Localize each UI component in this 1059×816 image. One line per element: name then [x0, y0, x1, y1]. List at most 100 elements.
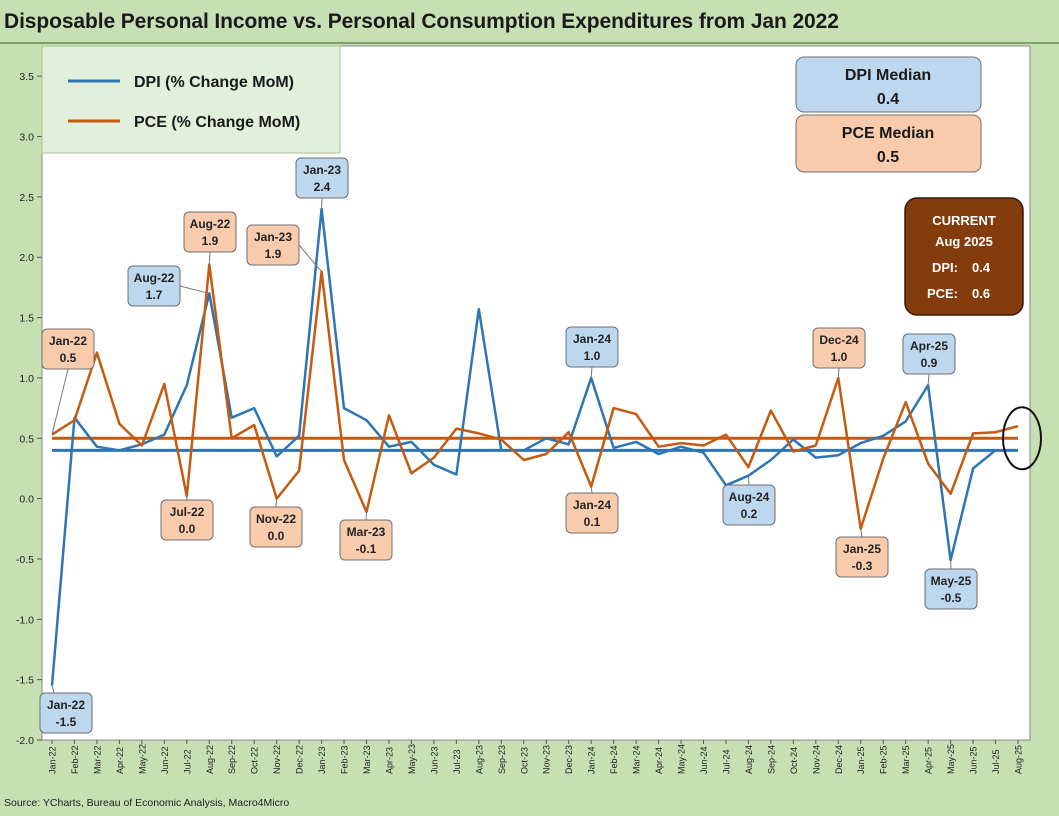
y-tick-label: -2.0 — [16, 735, 34, 747]
dpi-median-box-bg — [795, 56, 982, 113]
legend: DPI (% Change MoM) PCE (% Change MoM) — [41, 45, 341, 154]
x-tick-label: Jan-22 — [48, 746, 58, 774]
callout-value: -0.3 — [852, 559, 873, 573]
y-tick-label: 2.5 — [19, 192, 34, 204]
callout-value: 1.7 — [146, 288, 163, 302]
callout-month: Nov-22 — [256, 512, 296, 526]
callout-pce-aug-22: Aug-22 1.9 — [183, 211, 237, 253]
callout-box — [295, 157, 349, 199]
callout-leader — [298, 244, 322, 273]
x-tick-label: Jun-22 — [160, 746, 170, 774]
callout-pce-jul-22: Jul-22 0.0 — [160, 499, 214, 541]
x-tick-label: Feb-24 — [609, 745, 619, 774]
callout-dpi-jan-23: Jan-23 2.4 — [295, 157, 349, 199]
y-tick-label: 3.5 — [19, 71, 34, 83]
current-pce-label: PCE: — [927, 286, 958, 301]
callout-month: Jul-22 — [170, 505, 205, 519]
title-divider — [0, 42, 1059, 44]
x-tick-label: Jan-25 — [856, 746, 866, 774]
callout-pce-jan-24: Jan-24 0.1 — [565, 492, 619, 534]
callout-value: 0.1 — [584, 515, 601, 529]
pce-median-value: 0.5 — [877, 149, 899, 166]
callout-value: 0.0 — [268, 529, 285, 543]
callout-value: 0.9 — [921, 356, 938, 370]
callout-month: Jan-22 — [47, 698, 85, 712]
callout-box — [924, 568, 978, 610]
callout-box — [565, 326, 619, 368]
callout-month: Aug-24 — [729, 490, 770, 504]
current-box-bg — [904, 197, 1024, 316]
callout-leader — [275, 498, 278, 508]
current-period: Aug 2025 — [935, 234, 993, 249]
callout-pce-jan-22: Jan-22 0.5 — [41, 328, 95, 370]
x-tick-label: Sep-24 — [766, 745, 776, 774]
callout-box — [565, 492, 619, 534]
callout-month: Jan-23 — [303, 163, 341, 177]
x-tick-label: Nov-22 — [272, 745, 282, 774]
x-tick-label: Feb-22 — [70, 745, 80, 774]
x-tick-label: Jun-24 — [699, 746, 709, 774]
callout-month: Jan-24 — [573, 498, 611, 512]
callout-box — [339, 519, 393, 561]
x-tick-label: Jun-23 — [429, 746, 439, 774]
x-tick-label: Mar-24 — [632, 745, 642, 774]
x-tick-label: Mar-25 — [901, 745, 911, 774]
x-tick-label: Dec-22 — [295, 745, 305, 774]
callout-box — [722, 484, 776, 526]
callout-leader — [51, 368, 69, 435]
callout-month: Dec-24 — [819, 333, 859, 347]
x-tick-label: Mar-23 — [362, 745, 372, 774]
callout-dpi-aug-24: Aug-24 0.2 — [722, 484, 776, 526]
latest-highlight-circle — [1002, 406, 1042, 471]
current-dpi-label: DPI: — [932, 260, 958, 275]
x-tick-label: Apr-22 — [115, 747, 125, 774]
callout-box — [249, 506, 303, 548]
callout-box — [902, 333, 956, 375]
x-tick-label: Aug-22 — [205, 745, 215, 774]
callout-month: Aug-22 — [190, 217, 231, 231]
x-tick-label: Oct-23 — [519, 747, 529, 774]
current-pce-value: 0.6 — [972, 286, 990, 301]
y-tick-label: 0.5 — [19, 433, 34, 445]
y-tick-label: 3.0 — [19, 132, 34, 144]
x-tick-label: Apr-23 — [384, 747, 394, 774]
pce-median-box-bg — [795, 114, 982, 173]
callout-value: 1.9 — [202, 234, 219, 248]
x-tick-label: May-23 — [407, 744, 417, 774]
x-tick-label: Dec-24 — [834, 745, 844, 774]
x-tick-label: Sep-22 — [227, 745, 237, 774]
callout-pce-jan-23: Jan-23 1.9 — [246, 224, 300, 266]
callout-dpi-aug-22: Aug-22 1.7 — [127, 265, 181, 307]
callout-value: 0.2 — [741, 507, 758, 521]
callout-box — [246, 224, 300, 266]
callout-leader — [208, 251, 211, 265]
x-tick-label: May-25 — [946, 744, 956, 774]
callout-pce-dec-24: Dec-24 1.0 — [812, 327, 866, 369]
callout-value: 1.0 — [584, 349, 601, 363]
callout-leader — [837, 367, 840, 378]
legend-pce-label: PCE (% Change MoM) — [134, 114, 300, 131]
x-tick-label: Mar-22 — [92, 745, 102, 774]
callout-value: 0.5 — [60, 351, 77, 365]
callout-value: 1.0 — [831, 350, 848, 364]
dpi-series-line — [50, 207, 1018, 686]
callout-box — [835, 536, 889, 578]
callout-month: Jan-24 — [573, 332, 611, 346]
dpi-median-box: DPI Median 0.4 — [795, 56, 982, 113]
x-tick-label: Jan-23 — [317, 746, 327, 774]
callout-box — [812, 327, 866, 369]
x-tick-label: Jul-23 — [452, 749, 462, 774]
callout-leader — [179, 285, 210, 294]
callout-leader — [590, 486, 593, 494]
y-tick-label: 1.5 — [19, 313, 34, 325]
y-tick-label: -0.5 — [16, 554, 34, 566]
callout-month: Mar-23 — [347, 525, 386, 539]
x-tick-label: Feb-25 — [879, 745, 889, 774]
callout-pce-mar-23: Mar-23 -0.1 — [339, 519, 393, 561]
y-tick-label: 1.0 — [19, 373, 34, 385]
callout-month: Jan-25 — [843, 542, 881, 556]
callout-leader — [365, 511, 368, 521]
callout-leader — [860, 528, 863, 538]
